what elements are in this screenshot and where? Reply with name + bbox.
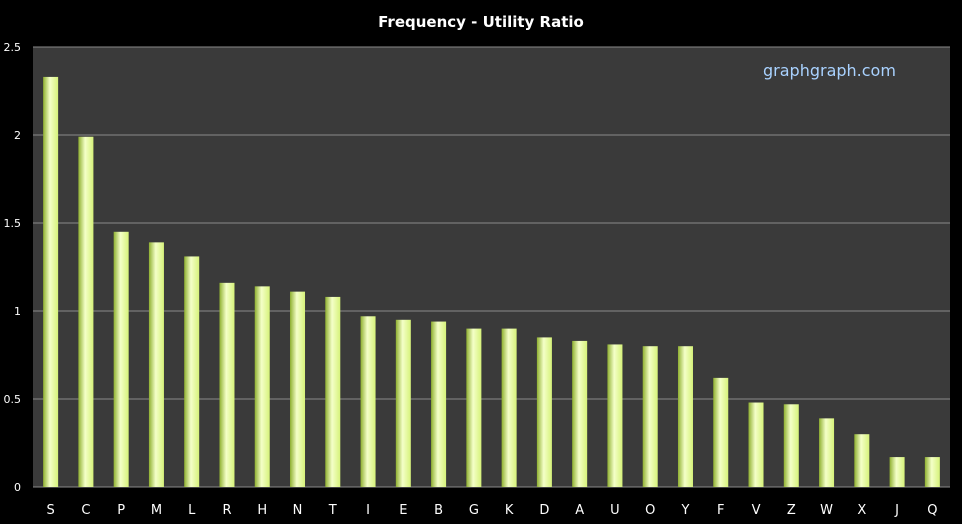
bar-r: [219, 282, 235, 487]
bar-i: [360, 316, 376, 487]
bar-q: [924, 457, 940, 487]
x-tick-label: A: [575, 503, 584, 518]
x-tick-label: R: [222, 503, 231, 518]
x-tick-label: I: [366, 503, 370, 518]
x-tick-label: D: [539, 503, 549, 518]
bar-s: [43, 76, 59, 488]
x-tick-label: P: [117, 503, 125, 518]
bar-w: [819, 418, 835, 487]
bar-m: [148, 242, 164, 487]
x-tick-label: G: [469, 503, 479, 518]
bar-g: [466, 328, 482, 487]
bar-b: [431, 321, 447, 487]
bar-c: [78, 136, 94, 487]
bar-y: [677, 346, 693, 487]
plot-area: [33, 47, 950, 487]
x-tick-label: C: [81, 503, 90, 518]
y-tick-label: 0: [14, 481, 21, 494]
bar-h: [254, 286, 270, 487]
bar-t: [325, 296, 341, 487]
watermark-text: graphgraph.com: [763, 61, 896, 80]
bar-u: [607, 344, 623, 487]
x-tick-label: J: [894, 503, 899, 518]
y-tick-label: 2.5: [4, 41, 22, 54]
x-tick-label: V: [752, 503, 761, 518]
x-tick-label: W: [820, 503, 833, 518]
x-tick-label: U: [610, 503, 620, 518]
x-tick-label: Z: [787, 503, 796, 518]
x-tick-label: E: [399, 503, 407, 518]
bar-k: [501, 328, 517, 487]
bar-f: [713, 377, 729, 487]
x-tick-label: X: [857, 503, 866, 518]
bar-v: [748, 402, 764, 487]
y-tick-label: 1.5: [4, 217, 22, 230]
bar-d: [536, 337, 552, 487]
x-tick-label: S: [47, 503, 55, 518]
x-tick-label: M: [151, 503, 162, 518]
x-tick-label: T: [328, 503, 337, 518]
bar-l: [184, 256, 200, 487]
bar-x: [854, 434, 870, 487]
y-tick-label: 2: [14, 129, 21, 142]
x-tick-label: N: [293, 503, 303, 518]
bar-a: [572, 340, 588, 487]
y-tick-label: 1: [14, 305, 21, 318]
x-tick-label: Q: [927, 503, 937, 518]
x-tick-label: L: [188, 503, 196, 518]
x-tick-label: Y: [681, 503, 690, 518]
x-tick-label: H: [257, 503, 267, 518]
x-tick-label: F: [717, 503, 724, 518]
chart-title: Frequency - Utility Ratio: [378, 13, 584, 31]
bar-o: [642, 346, 658, 487]
x-tick-label: K: [505, 503, 514, 518]
bar-n: [290, 291, 306, 487]
bar-e: [395, 319, 411, 487]
bar-z: [783, 404, 799, 487]
bar-p: [113, 231, 129, 487]
x-tick-label: O: [645, 503, 655, 518]
y-tick-label: 0.5: [4, 393, 22, 406]
x-tick-label: B: [434, 503, 443, 518]
bar-j: [889, 457, 905, 487]
